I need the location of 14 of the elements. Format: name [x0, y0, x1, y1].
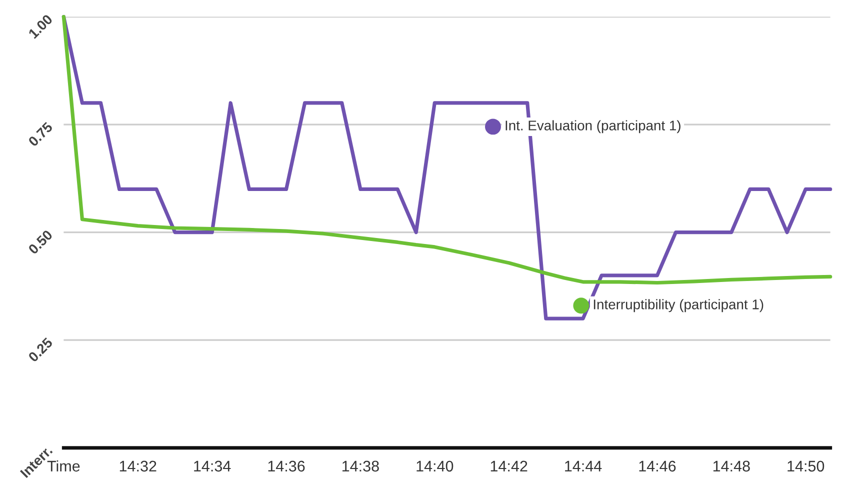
x-tick-label: 14:48: [713, 460, 750, 472]
x-tick-label: 14:42: [490, 460, 528, 472]
legend-label: Int. Evaluation (participant 1): [506, 120, 680, 134]
x-tick-label: 14:40: [416, 460, 454, 472]
x-tick-label: 14:34: [194, 460, 231, 472]
legend-label: Interruptibility (participant 1): [594, 299, 764, 312]
x-tick-label: 14:36: [268, 460, 305, 472]
x-tick-label: 14:38: [342, 460, 379, 472]
x-tick-label: 14:32: [120, 460, 156, 472]
x-tick-label: 14:50: [788, 460, 824, 472]
y-tick-label: 0.75: [28, 122, 54, 147]
x-tick-label: 14:44: [565, 460, 602, 472]
y-tick-label: 0.50: [28, 229, 54, 255]
x-tick-label: 14:46: [639, 460, 676, 472]
